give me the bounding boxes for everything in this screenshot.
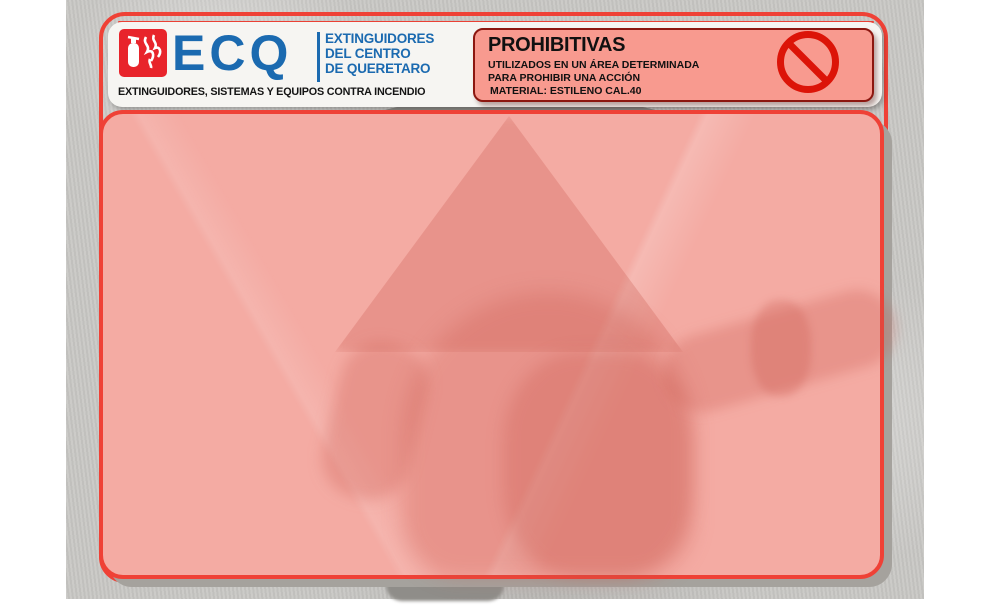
banner-subtitle-1: UTILIZADOS EN UN ÁREA DETERMINADA bbox=[488, 59, 700, 71]
silhouette-body bbox=[503, 352, 693, 578]
banner-material: MATERIAL: ESTILENO CAL.40 bbox=[490, 85, 642, 97]
brand-name-line: EXTINGUIDORES bbox=[325, 31, 435, 46]
silhouette-torso bbox=[403, 292, 693, 578]
ecq-logo-icon bbox=[119, 29, 167, 77]
brand-name-line: DEL CENTRO bbox=[325, 46, 411, 61]
silhouette-right-hand bbox=[751, 300, 811, 396]
banner-subtitle-2: PARA PROHIBIR UNA ACCIÓN bbox=[488, 72, 641, 84]
brand-divider bbox=[317, 32, 320, 82]
brand-name-line: DE QUERETARO bbox=[325, 61, 431, 76]
prohibition-icon bbox=[777, 31, 839, 93]
brand-name: EXTINGUIDORES DEL CENTRO DE QUERETARO bbox=[325, 31, 434, 76]
page-title: PROHIBITIVAS bbox=[488, 34, 626, 56]
brand-acronym: ECQ bbox=[172, 25, 293, 81]
category-banner: PROHIBITIVAS UTILIZADOS EN UN ÁREA DETER… bbox=[473, 28, 874, 102]
brand-tagline: EXTINGUIDORES, SISTEMAS Y EQUIPOS CONTRA… bbox=[118, 86, 426, 98]
catalog-panel bbox=[99, 110, 906, 579]
